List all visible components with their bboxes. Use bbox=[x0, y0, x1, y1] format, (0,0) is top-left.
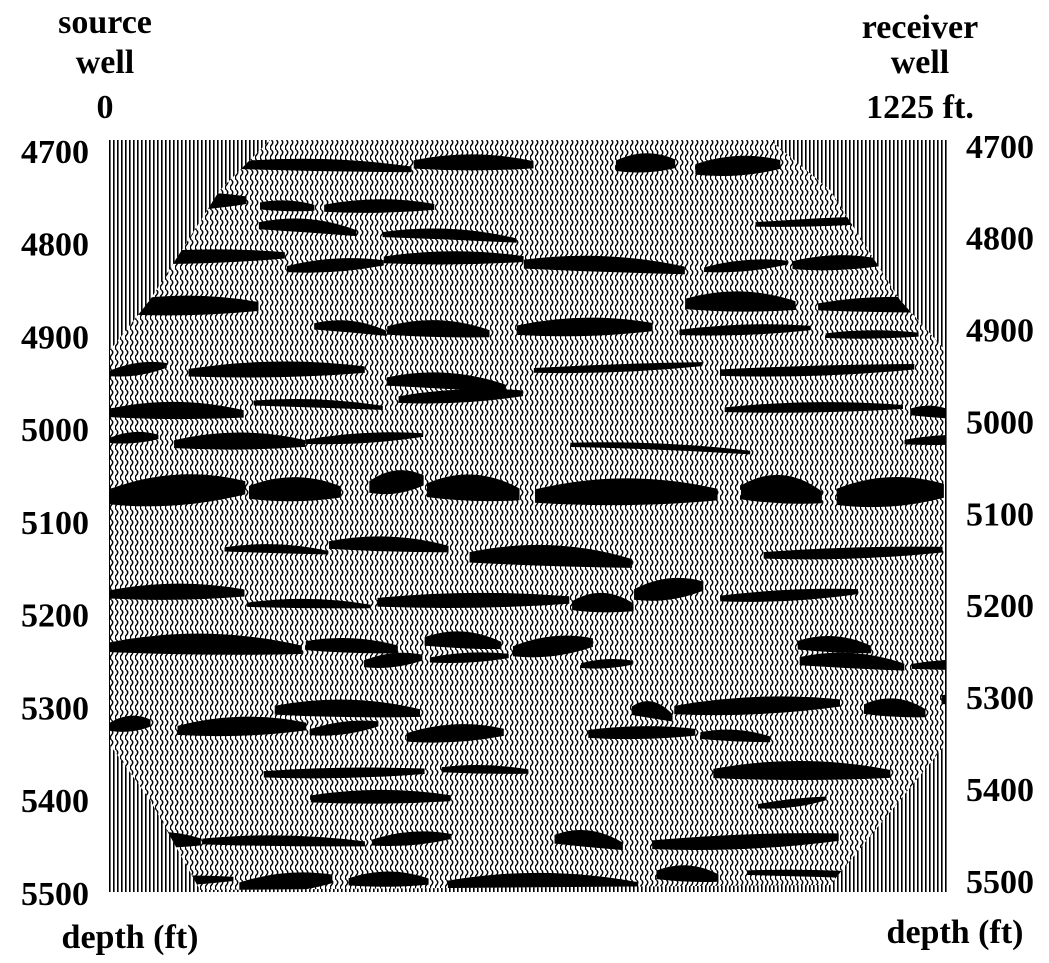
y-tick-label: 5400 bbox=[21, 783, 89, 820]
axis-header: 1225 ft. bbox=[866, 89, 974, 126]
y-tick-label: 5300 bbox=[966, 680, 1034, 717]
page: { "left_axis": { "header": ["source", "w… bbox=[0, 0, 1049, 963]
figure: sourcewell047004800490050005100520053005… bbox=[0, 0, 1049, 963]
y-tick-label: 5100 bbox=[21, 505, 89, 542]
y-tick-label: 4700 bbox=[21, 134, 89, 171]
y-tick-label: 4900 bbox=[966, 313, 1034, 350]
axis-label: depth (ft) bbox=[887, 914, 1024, 951]
y-tick-label: 4700 bbox=[966, 129, 1034, 166]
y-tick-label: 5400 bbox=[966, 772, 1034, 809]
axis-header: receiver bbox=[862, 9, 978, 46]
y-tick-label: 5100 bbox=[966, 496, 1034, 533]
y-tick-label: 4800 bbox=[966, 221, 1034, 258]
y-tick-label: 5000 bbox=[966, 404, 1034, 441]
axis-header: well bbox=[76, 44, 135, 81]
seismic-section bbox=[100, 130, 1049, 900]
axis-header: source bbox=[58, 4, 152, 41]
y-tick-label: 5000 bbox=[21, 412, 89, 449]
axis-header: 0 bbox=[97, 89, 114, 126]
y-tick-label: 5500 bbox=[966, 864, 1034, 901]
y-tick-label: 5500 bbox=[21, 876, 89, 913]
y-tick-label: 5200 bbox=[21, 598, 89, 635]
y-tick-label: 5300 bbox=[21, 690, 89, 727]
y-tick-label: 4900 bbox=[21, 319, 89, 356]
y-tick-label: 4800 bbox=[21, 227, 89, 264]
axis-label: depth (ft) bbox=[62, 919, 199, 956]
axis-header: well bbox=[891, 44, 950, 81]
y-tick-label: 5200 bbox=[966, 588, 1034, 625]
